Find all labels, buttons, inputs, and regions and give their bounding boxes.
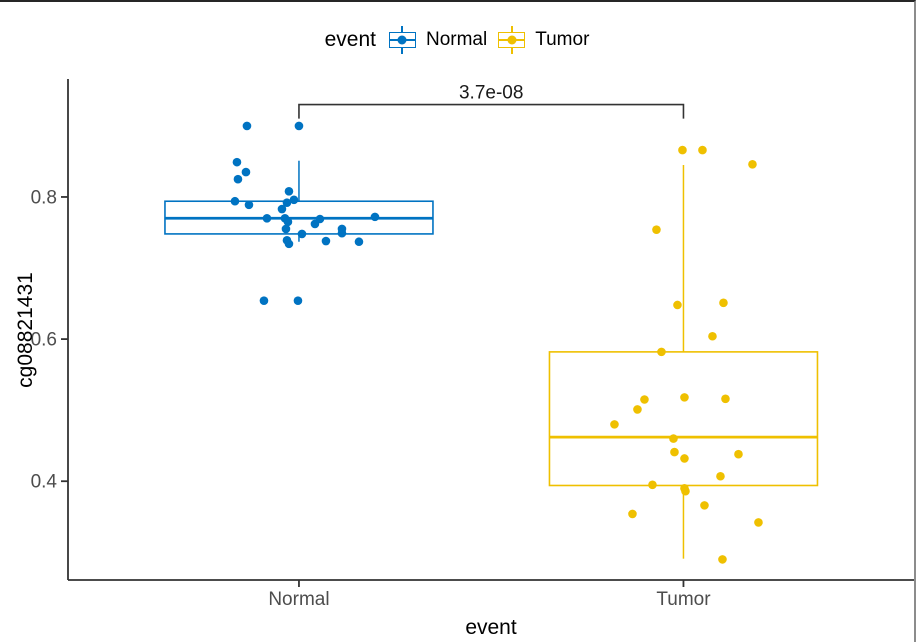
y-axis-title: cg08821431 — [14, 272, 37, 388]
x-axis-title: event — [465, 616, 517, 639]
jitter-point — [277, 204, 287, 214]
jitter-point — [669, 434, 678, 443]
jitter-point — [259, 296, 269, 306]
jitter-point — [680, 454, 689, 463]
jitter-point — [652, 225, 661, 234]
jitter-point — [678, 145, 687, 155]
jitter-point — [657, 347, 666, 357]
jitter-point — [681, 486, 690, 496]
y-tick-label: 0.6 — [31, 330, 57, 351]
jitter-point — [294, 121, 304, 131]
significance-label: 3.7e-08 — [459, 83, 523, 104]
jitter-point — [281, 224, 291, 234]
jitter-point — [284, 239, 294, 249]
jitter-point — [628, 509, 637, 519]
jitter-point — [354, 237, 364, 247]
jitter-point — [700, 501, 709, 510]
legend-entry-tumor: Tumor — [498, 26, 589, 54]
boxplot-key-tumor-icon — [498, 26, 526, 54]
jitter-point — [289, 195, 299, 205]
legend-entry-normal: Normal — [388, 26, 488, 54]
jitter-point — [673, 300, 682, 310]
jitter-point — [321, 236, 331, 246]
jitter-point — [244, 200, 254, 210]
legend-title: event — [324, 28, 376, 51]
x-tick-label: Normal — [268, 589, 329, 610]
y-tick-label: 0.4 — [31, 472, 58, 493]
jitter-point — [262, 213, 272, 223]
jitter-point — [230, 196, 240, 206]
jitter-point — [283, 217, 293, 227]
jitter-point — [748, 159, 757, 169]
jitter-point — [293, 296, 303, 306]
jitter-point — [718, 555, 727, 564]
jitter-point — [284, 186, 294, 196]
legend: event Normal Tumor — [0, 24, 914, 56]
jitter-point — [297, 229, 307, 239]
jitter-point — [282, 198, 292, 207]
jitter-point — [648, 480, 657, 490]
x-tick-label: Tumor — [656, 589, 711, 610]
jitter-point — [315, 214, 325, 224]
jitter-point — [754, 518, 763, 527]
jitter-point — [708, 331, 717, 341]
jitter-point — [242, 121, 252, 131]
jitter-point — [680, 393, 689, 402]
y-tick-label: 0.8 — [31, 187, 57, 208]
jitter-point — [640, 395, 649, 404]
jitter-point — [698, 145, 707, 155]
jitter-point — [734, 449, 743, 459]
jitter-point — [241, 167, 251, 177]
jitter-point — [370, 212, 380, 222]
jitter-point — [670, 447, 679, 457]
jitter-point — [337, 228, 347, 238]
significance-bracket — [298, 103, 685, 119]
jitter-point — [232, 157, 242, 167]
jitter-point — [633, 405, 642, 414]
jitter-point — [721, 394, 730, 404]
jitter-point — [719, 298, 728, 308]
boxplot-key-normal-icon — [388, 26, 416, 54]
jitter-point — [610, 420, 619, 429]
jitter-point — [233, 174, 243, 184]
box-tumor — [548, 351, 819, 487]
jitter-point — [716, 471, 725, 481]
legend-label-tumor: Tumor — [535, 29, 590, 50]
legend-label-normal: Normal — [425, 29, 488, 50]
